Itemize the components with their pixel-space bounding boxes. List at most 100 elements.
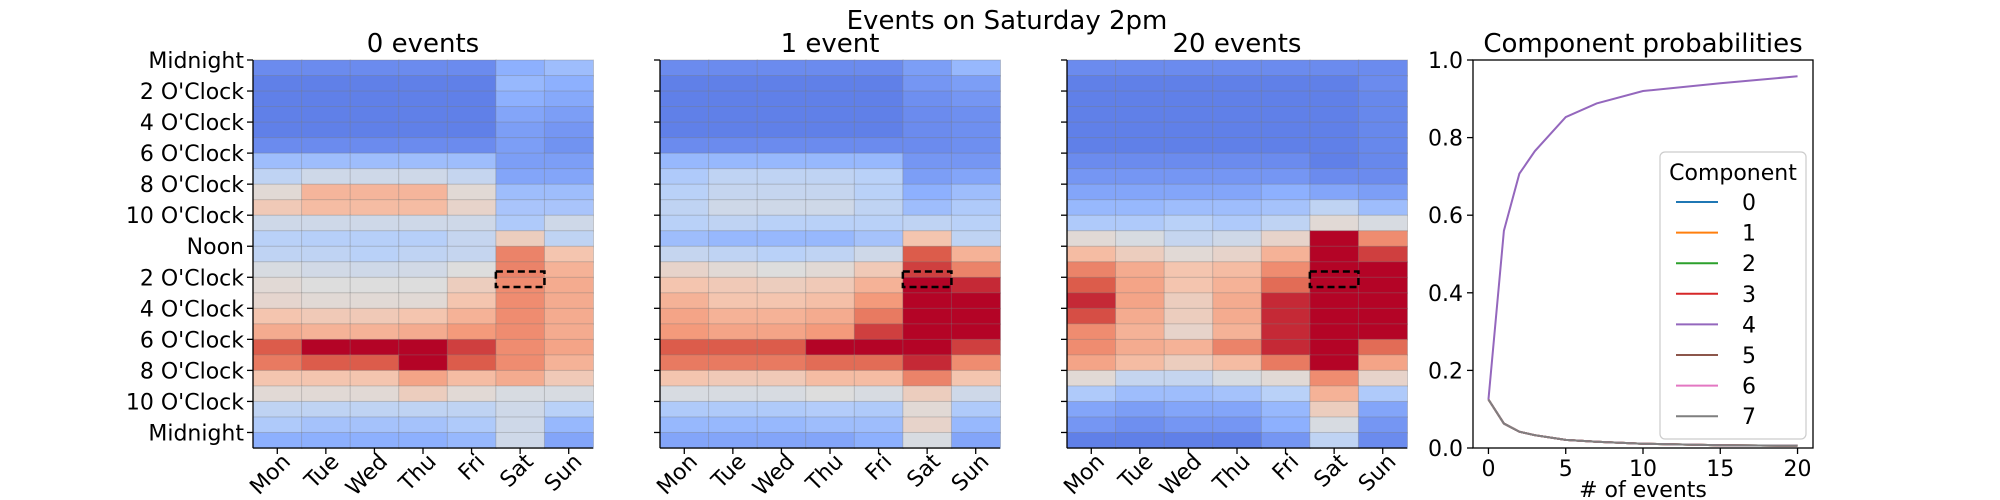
heatmap-cell	[1163, 75, 1214, 93]
heatmap-cell	[1115, 369, 1166, 387]
heatmap-cell	[853, 121, 904, 139]
heatmap-cell	[495, 152, 546, 170]
heatmap-cell	[950, 307, 1002, 325]
heatmap-cell	[398, 338, 449, 356]
heatmap-cell	[1066, 369, 1117, 387]
heatmap-cell	[805, 369, 856, 387]
heatmap-cell	[853, 106, 904, 124]
heatmap-cell	[950, 354, 1002, 372]
heatmap-cell	[1066, 75, 1117, 93]
heatmap-cell	[398, 369, 449, 387]
heatmap-cell	[756, 385, 807, 403]
heatmap-cell	[446, 106, 497, 124]
y-tick-label: 1.0	[1428, 49, 1463, 74]
heatmap-cell	[756, 214, 807, 232]
heatmap-cell	[398, 137, 449, 155]
heatmap-cell	[853, 230, 904, 248]
heatmap-cell	[1212, 90, 1263, 108]
heatmap-cell	[1309, 276, 1360, 294]
heatmap-cell	[1212, 307, 1263, 325]
heatmap-cell	[659, 431, 710, 450]
heatmap-cell	[252, 400, 303, 418]
heatmap-cell	[398, 245, 449, 263]
heatmap-cell	[252, 75, 303, 93]
heatmap-cell	[495, 168, 546, 186]
heatmap-cell	[495, 323, 546, 341]
heatmap-cell	[902, 230, 953, 248]
heatmap-cell	[1260, 183, 1311, 201]
heatmap-cell	[708, 137, 759, 155]
heatmap-cell	[756, 168, 807, 186]
heatmap-cell	[659, 106, 710, 124]
heatmap-cell	[1357, 152, 1409, 170]
heatmap-cell	[708, 400, 759, 418]
y-tick-label: 0.2	[1428, 359, 1463, 384]
heatmap-cell	[1163, 369, 1214, 387]
heatmap-cell	[398, 431, 449, 450]
heatmap-cell	[301, 59, 352, 77]
heatmap-cell	[1066, 168, 1117, 186]
heatmap-cell	[1357, 199, 1409, 217]
heatmap-cell	[1066, 106, 1117, 124]
x-tick-label: 10	[1629, 457, 1657, 482]
heatmap-cell	[853, 292, 904, 310]
series-line-4	[1487, 75, 1798, 400]
heatmap-cell	[756, 431, 807, 450]
heatmap-cell	[659, 323, 710, 341]
heatmap-cell	[708, 276, 759, 294]
heatmap-cell	[1357, 354, 1409, 372]
heatmap-cell	[543, 152, 595, 170]
heatmap-cell	[1066, 385, 1117, 403]
heatmap-cell	[1115, 75, 1166, 93]
heatmap-cell	[1212, 137, 1263, 155]
heatmap-cell	[495, 416, 546, 434]
heatmap-cell	[398, 152, 449, 170]
heatmap-cell	[349, 431, 400, 450]
heatmap-cell	[708, 199, 759, 217]
heatmap-cell	[1115, 385, 1166, 403]
highlight-box	[1308, 270, 1360, 289]
heatmap-cell	[1163, 307, 1214, 325]
heatmap-cell	[805, 106, 856, 124]
heatmap-cell	[853, 245, 904, 263]
heatmap-cell	[301, 261, 352, 279]
heatmap-cell	[853, 307, 904, 325]
heatmap-cell	[853, 385, 904, 403]
heatmap-cell	[398, 354, 449, 372]
heatmap-cell	[543, 168, 595, 186]
x-tick-label: Fri	[454, 449, 490, 485]
heatmap-cell	[398, 261, 449, 279]
heatmap-cell	[1309, 199, 1360, 217]
heatmap-cell	[495, 214, 546, 232]
heatmap-cell	[1357, 75, 1409, 93]
heatmap-cell	[853, 369, 904, 387]
heatmap-cell	[301, 431, 352, 450]
heatmap-cell	[756, 400, 807, 418]
heatmap-cell	[1309, 385, 1360, 403]
heatmap-cell	[398, 307, 449, 325]
heatmap-cell	[1309, 183, 1360, 201]
heatmap-cell	[659, 75, 710, 93]
heatmap-cell	[853, 214, 904, 232]
heatmap-cell	[446, 276, 497, 294]
heatmap-cell	[1309, 121, 1360, 139]
heatmap-cell	[1115, 183, 1166, 201]
heatmap-cell	[659, 90, 710, 108]
heatmap-cell	[301, 385, 352, 403]
heatmap-cell	[756, 106, 807, 124]
heatmap-cell	[756, 307, 807, 325]
heatmap-cell	[252, 168, 303, 186]
heatmap-cell	[805, 183, 856, 201]
x-tick-label: Wed	[341, 449, 393, 500]
heatmap-cell	[756, 59, 807, 77]
heatmap-cell	[708, 307, 759, 325]
heatmap-cell	[1066, 152, 1117, 170]
heatmap-cell	[805, 214, 856, 232]
heatmap-cell	[301, 183, 352, 201]
heatmap-cell	[495, 230, 546, 248]
heatmap-cell	[446, 323, 497, 341]
x-tick-label: Sun	[1354, 449, 1401, 496]
heatmap-cell	[805, 90, 856, 108]
heatmap-cell	[301, 354, 352, 372]
highlight-box	[901, 270, 953, 289]
